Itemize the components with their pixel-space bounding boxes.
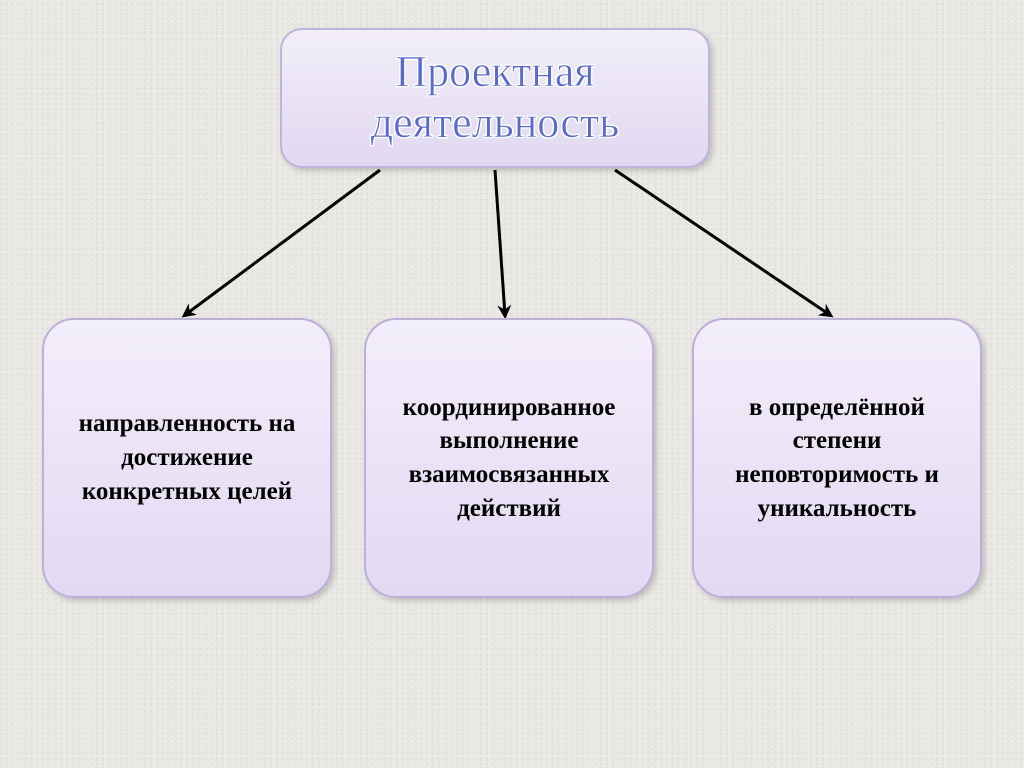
child-node-1: направленность на достижение конкретных … [42,318,332,598]
child-node-3-text: в определённой степени неповторимость и … [714,391,960,526]
child-node-2-text: координированное выполнение взаимосвязан… [386,391,632,526]
child-node-3: в определённой степени неповторимость и … [692,318,982,598]
diagram-canvas: Проектная деятельность направленность на… [0,0,1024,768]
root-node-text: Проектная деятельность [371,47,619,148]
title-line1: Проектная [395,47,594,96]
child-node-1-text: направленность на достижение конкретных … [64,407,310,508]
root-node: Проектная деятельность [280,28,710,168]
title-line2: деятельность [371,98,619,147]
child-node-2: координированное выполнение взаимосвязан… [364,318,654,598]
